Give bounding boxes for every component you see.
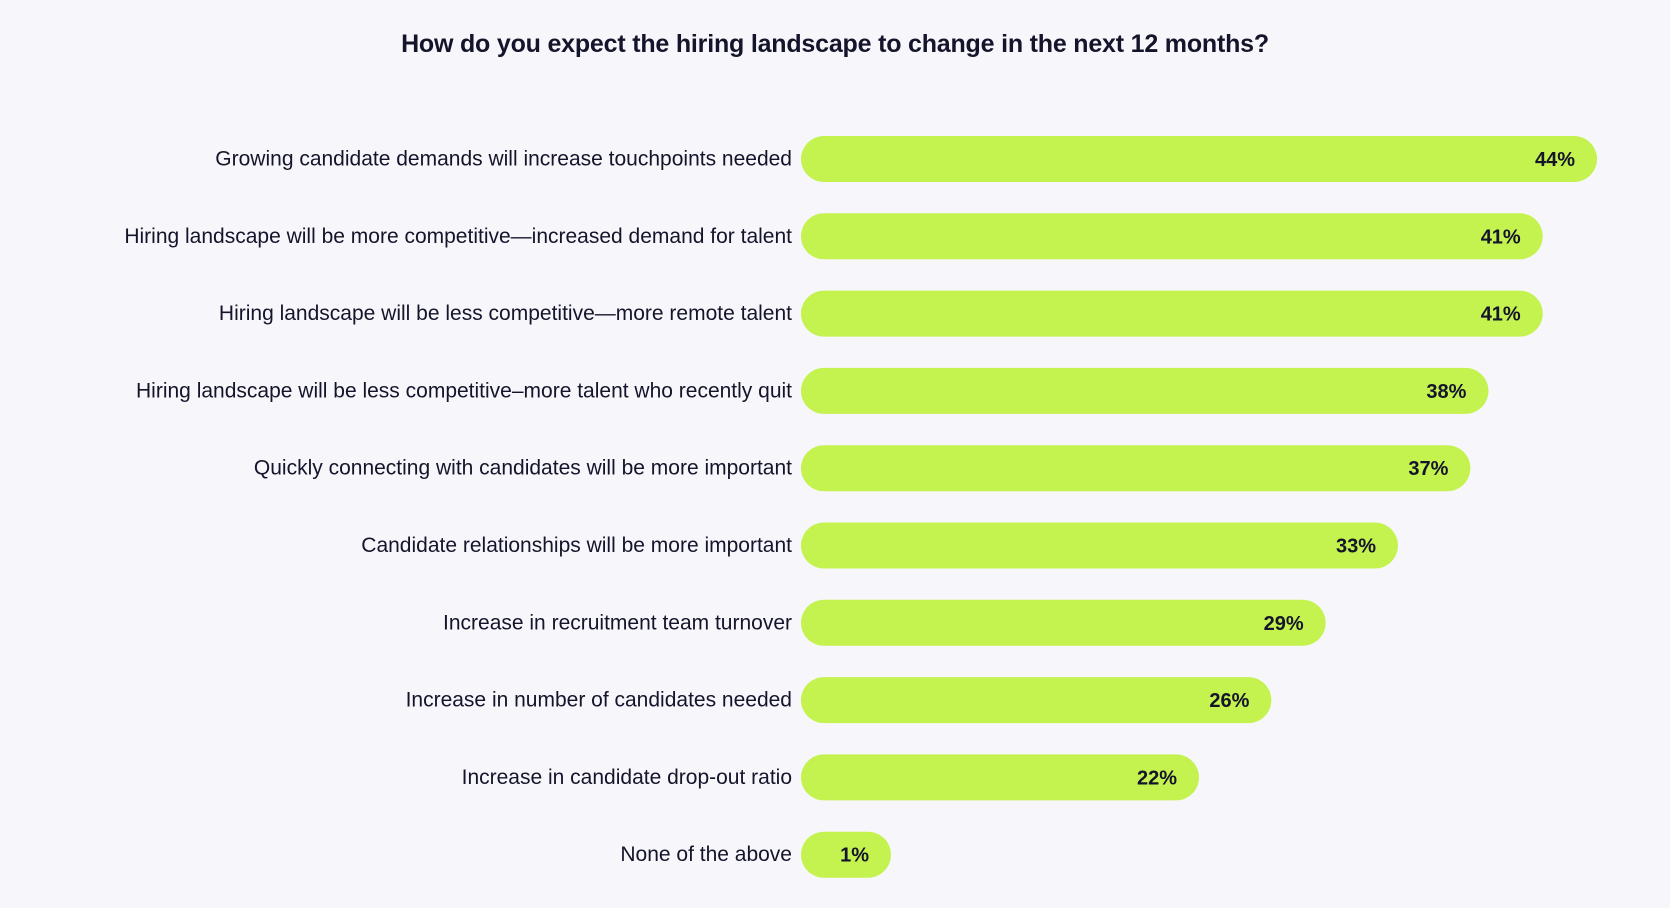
value-label-5: 33% bbox=[1336, 536, 1376, 558]
bar-1 bbox=[801, 213, 1543, 260]
category-label-9: None of the above bbox=[620, 843, 792, 866]
category-label-3: Hiring landscape will be less competitiv… bbox=[136, 379, 792, 402]
bar-5 bbox=[801, 522, 1398, 569]
category-label-0: Growing candidate demands will increase … bbox=[215, 148, 792, 171]
chart-title: How do you expect the hiring landscape t… bbox=[401, 30, 1269, 58]
category-label-7: Increase in number of candidates needed bbox=[406, 689, 792, 712]
value-label-0: 44% bbox=[1535, 149, 1575, 171]
category-label-1: Hiring landscape will be more competitiv… bbox=[124, 225, 792, 248]
bars-layer: Growing candidate demands will increase … bbox=[124, 136, 1597, 878]
category-label-4: Quickly connecting with candidates will … bbox=[254, 457, 792, 480]
value-label-7: 26% bbox=[1209, 690, 1249, 712]
value-label-2: 41% bbox=[1481, 304, 1521, 326]
bar-7 bbox=[801, 677, 1272, 724]
bar-8 bbox=[801, 754, 1199, 801]
bar-2 bbox=[801, 290, 1543, 337]
category-label-2: Hiring landscape will be less competitiv… bbox=[219, 302, 792, 325]
bar-4 bbox=[801, 445, 1471, 492]
value-label-9: 1% bbox=[840, 845, 869, 867]
value-label-6: 29% bbox=[1264, 613, 1304, 635]
value-label-8: 22% bbox=[1137, 767, 1177, 789]
category-label-8: Increase in candidate drop-out ratio bbox=[462, 766, 792, 789]
bar-6 bbox=[801, 599, 1326, 646]
value-label-4: 37% bbox=[1408, 458, 1448, 480]
category-label-5: Candidate relationships will be more imp… bbox=[361, 534, 792, 557]
bar-3 bbox=[801, 367, 1489, 414]
bar-9 bbox=[801, 831, 891, 878]
value-label-3: 38% bbox=[1426, 381, 1466, 403]
category-label-6: Increase in recruitment team turnover bbox=[443, 611, 792, 634]
bar-0 bbox=[801, 136, 1597, 182]
value-label-1: 41% bbox=[1481, 226, 1521, 248]
